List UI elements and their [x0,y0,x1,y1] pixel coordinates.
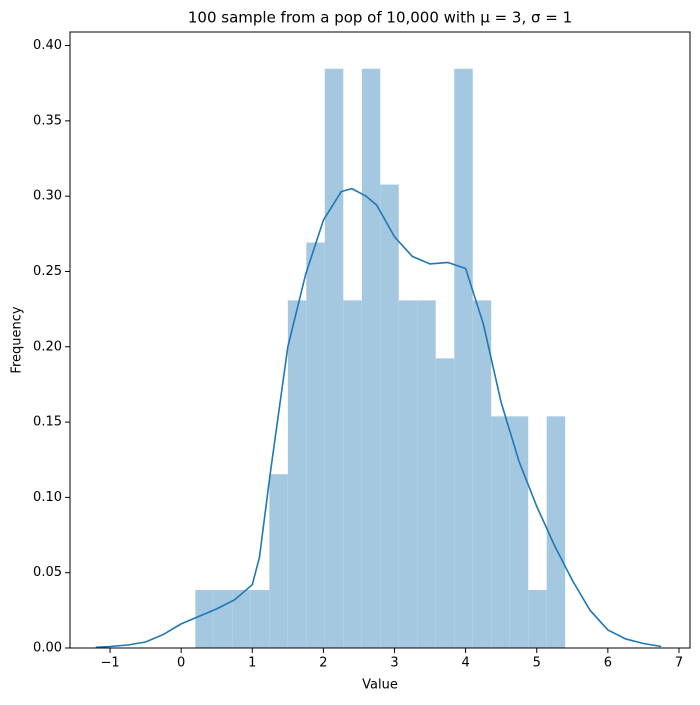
y-tick-label: 0.00 [33,641,62,656]
bar [491,416,510,648]
bar [454,68,473,648]
y-tick-label: 0.35 [33,113,62,128]
x-tick-label: −1 [100,656,119,671]
x-tick-label: 5 [533,656,541,671]
bar [546,416,566,648]
bar [269,474,288,648]
y-axis-label: Frequency [10,306,25,373]
bar [195,590,214,648]
bar [509,416,529,648]
x-tick-label: 0 [177,656,185,671]
bar [306,242,325,649]
bar [250,590,270,648]
y-tick-label: 0.30 [33,189,62,204]
y-tick-label: 0.40 [33,38,62,53]
y-tick-label: 0.10 [33,490,62,505]
x-axis-label: Value [362,678,398,693]
bar [380,184,399,648]
y-tick-label: 0.15 [33,415,62,430]
x-tick-label: 1 [248,656,256,671]
x-tick-label: 7 [675,656,683,671]
y-tick-label: 0.25 [33,264,62,279]
x-tick-label: 6 [604,656,612,671]
chart-title: 100 sample from a pop of 10,000 with μ =… [188,9,572,27]
y-tick-label: 0.20 [33,339,62,354]
bar [324,68,344,648]
x-tick-label: 2 [319,656,327,671]
plot-frame [69,31,691,649]
x-tick-label: 4 [461,656,469,671]
bar [417,300,436,648]
bar [213,590,233,648]
bar [472,300,492,648]
bar [343,300,362,648]
bar [435,358,455,648]
y-tick-label: 0.05 [33,565,62,580]
kde-line [95,187,662,649]
bar [528,590,547,648]
x-tick-label: 3 [390,656,398,671]
bar [398,300,418,648]
bar [232,590,251,648]
bar [361,68,381,648]
bar [287,300,307,648]
